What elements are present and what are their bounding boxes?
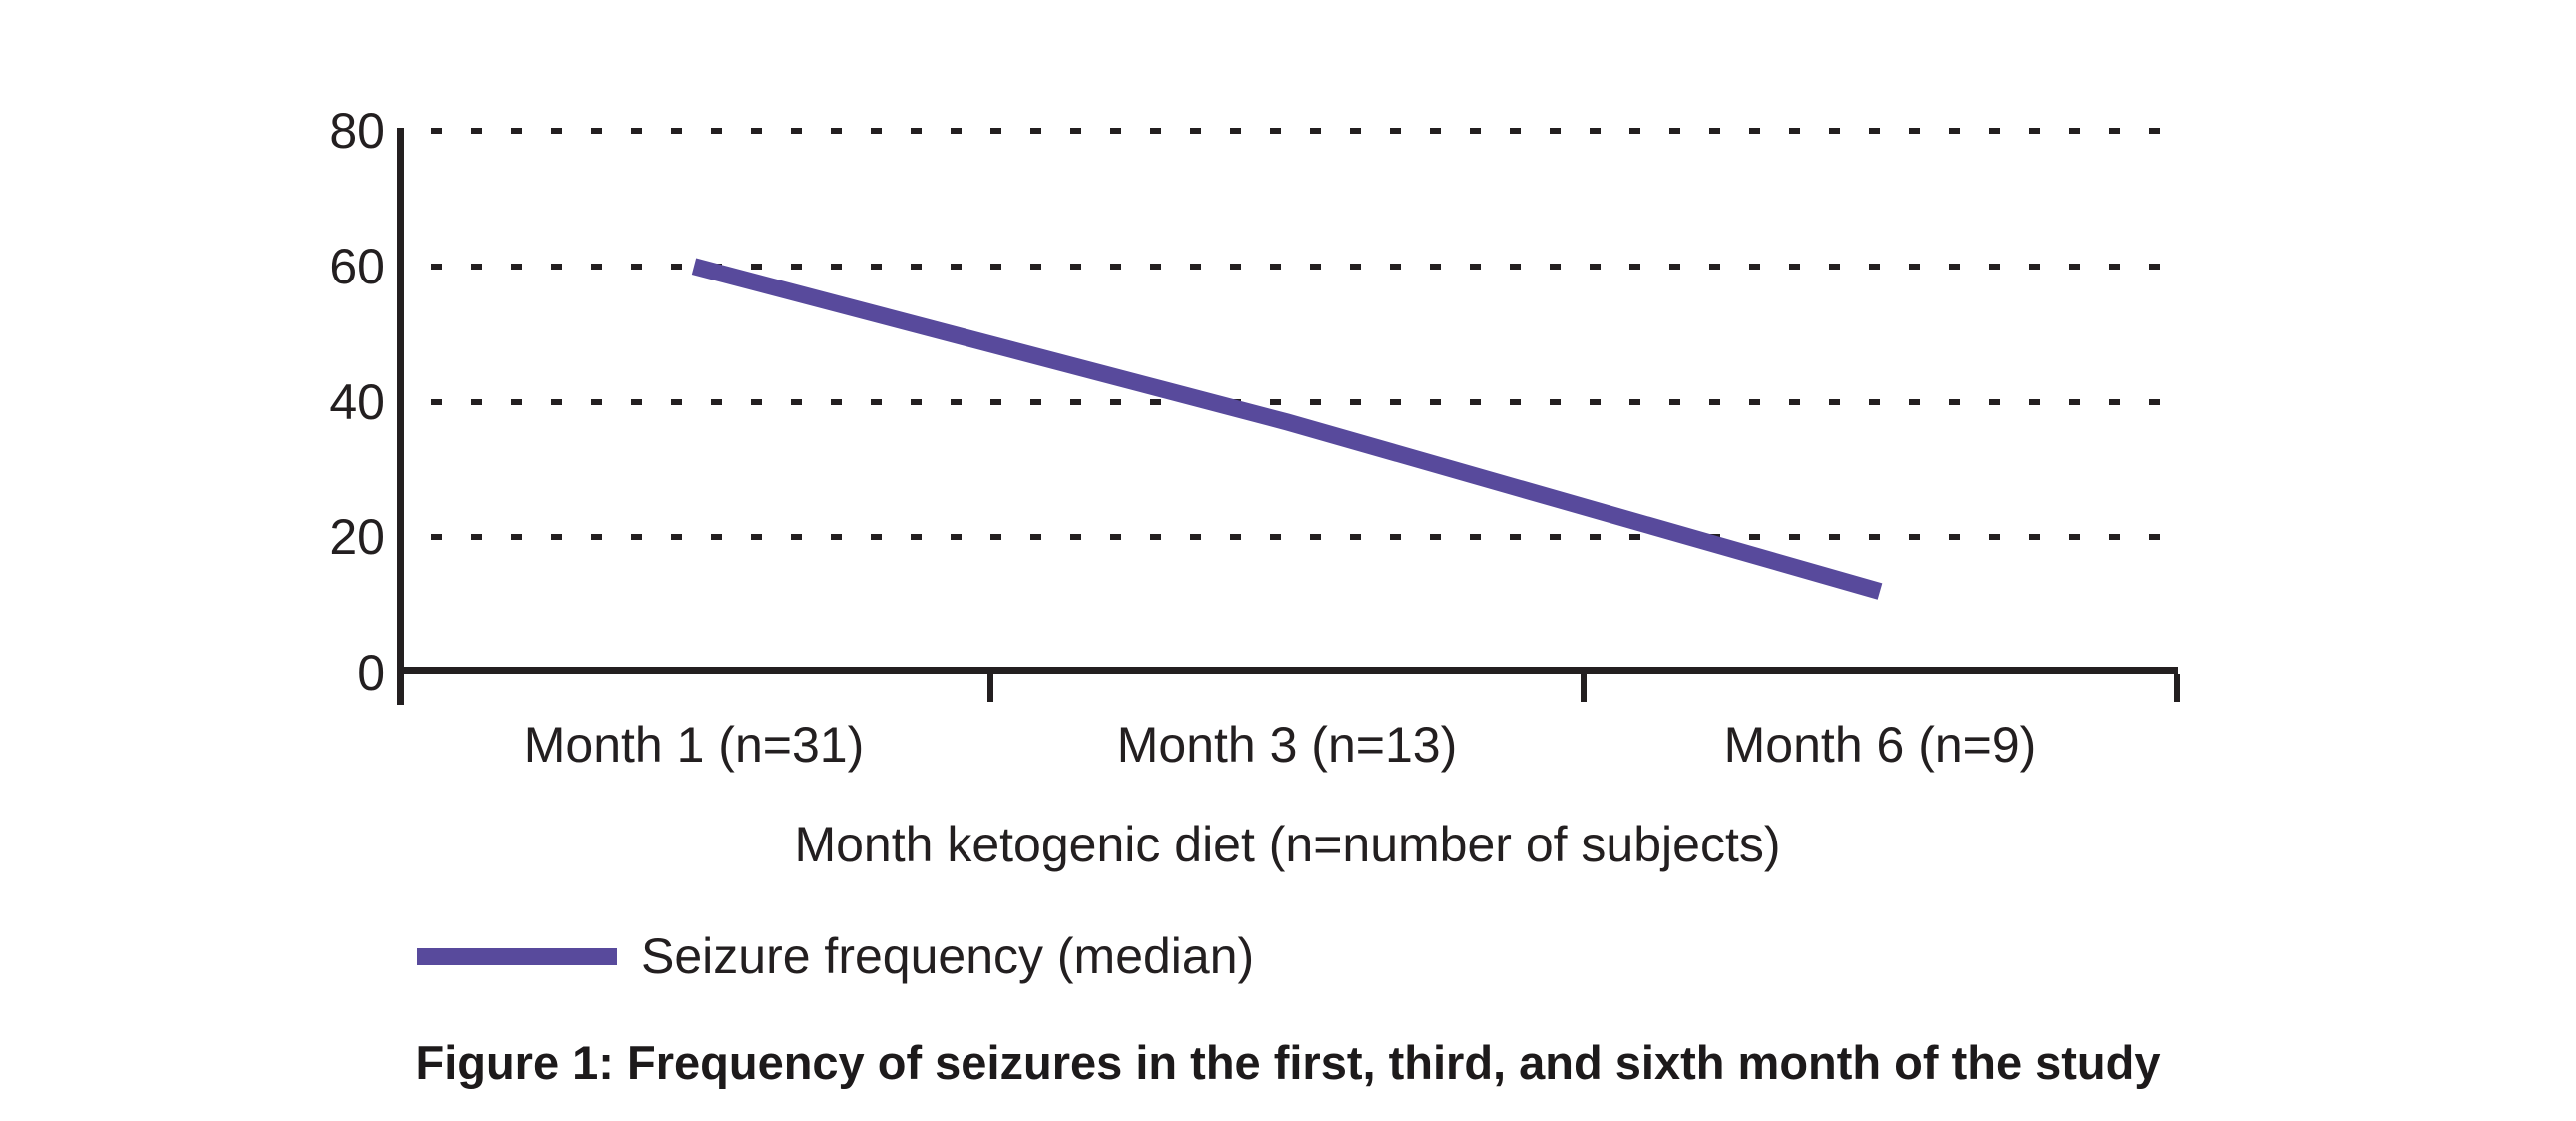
y-tick-label: 0 xyxy=(357,645,385,701)
legend-line-swatch xyxy=(417,947,617,965)
x-category-label: Month 1 (n=31) xyxy=(523,717,865,773)
gridline xyxy=(431,398,2175,405)
y-tick-label: 20 xyxy=(329,509,385,566)
y-tick-label: 80 xyxy=(329,103,385,159)
gridline xyxy=(431,263,2175,270)
y-tick-label: 40 xyxy=(329,373,385,430)
y-axis xyxy=(397,128,404,705)
x-category-label: Month 3 (n=13) xyxy=(1116,717,1458,773)
seizure-frequency-line xyxy=(691,258,1883,600)
legend-label: Seizure frequency (median) xyxy=(641,928,1255,984)
legend: Seizure frequency (median) xyxy=(417,926,1254,986)
x-axis-title: Month ketogenic diet (n=number of subjec… xyxy=(794,817,1781,872)
gridline xyxy=(431,128,2175,134)
figure-caption: Figure 1: Frequency of seizures in the f… xyxy=(415,1036,2161,1089)
x-category-label: Month 6 (n=9) xyxy=(1723,717,2037,773)
gridline xyxy=(431,534,2175,541)
x-axis-tick xyxy=(987,674,993,702)
y-tick-label: 60 xyxy=(329,238,385,294)
x-axis-tick xyxy=(2174,674,2180,702)
x-axis-tick xyxy=(1581,674,1587,702)
x-axis xyxy=(397,667,2178,674)
